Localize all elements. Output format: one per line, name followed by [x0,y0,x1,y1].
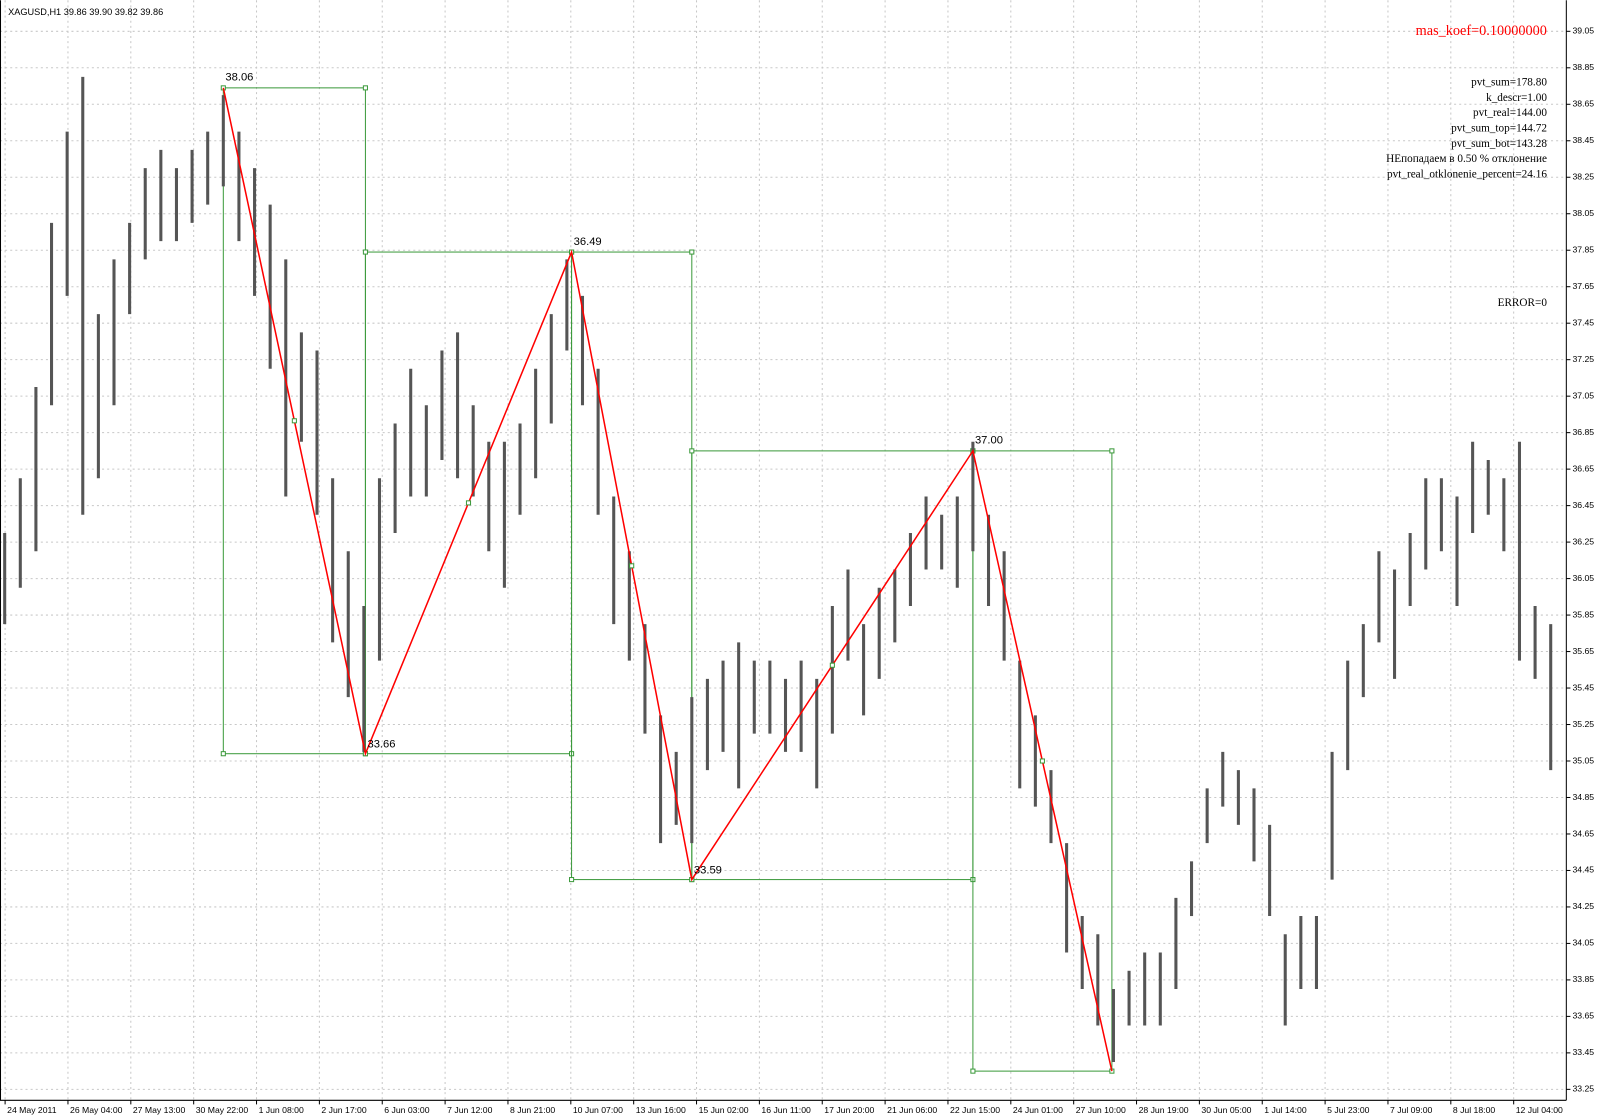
x-tick-label: 1 Jun 08:00 [259,1105,304,1115]
zigzag-handle [465,500,472,506]
x-tick-label: 7 Jun 12:00 [447,1105,492,1115]
symbol-header: XAGUSD,H1 39.86 39.90 39.82 39.86 [8,7,163,17]
y-tick-label: 38.05 [1572,208,1594,218]
y-tick-label: 35.25 [1572,719,1594,729]
x-tick-label: 30 Jun 05:00 [1201,1105,1251,1115]
box-handle [220,751,226,757]
y-tick-label: 37.85 [1572,245,1594,255]
x-tick-label: 24 Jun 01:00 [1013,1105,1063,1115]
box-handle [970,1068,976,1074]
y-tick-label: 33.65 [1572,1011,1594,1021]
y-tick-label: 37.45 [1572,317,1594,327]
y-tick-label: 36.05 [1572,573,1594,583]
x-tick-label: 13 Jun 16:00 [636,1105,686,1115]
box-handle [362,249,368,255]
x-tick-label: 1 Jul 14:00 [1264,1105,1307,1115]
box-handle [362,85,368,91]
x-tick-label: 15 Jun 02:00 [699,1105,749,1115]
y-tick-label: 36.85 [1572,427,1594,437]
y-tick-label: 34.05 [1572,938,1594,948]
y-tick-label: 33.45 [1572,1047,1594,1057]
pivot-boxes [220,85,1115,1074]
y-tick-label: 34.25 [1572,901,1594,911]
y-tick-label: 38.45 [1572,135,1594,145]
y-tick-label: 38.25 [1572,172,1594,182]
x-tick-label: 10 Jun 07:00 [573,1105,623,1115]
y-tick-label: 35.65 [1572,646,1594,656]
info-line: НЕпопадаем в 0.50 % отклонение [1386,153,1547,165]
x-tick-label: 27 Jun 10:00 [1076,1105,1126,1115]
y-tick-label: 36.45 [1572,500,1594,510]
x-tick-label: 2 Jun 17:00 [321,1105,366,1115]
info-line: pvt_sum_top=144.72 [1451,122,1547,134]
x-tick-label: 21 Jun 06:00 [887,1105,937,1115]
x-tick-label: 16 Jun 11:00 [761,1105,811,1115]
x-tick-label: 12 Jul 04:00 [1516,1105,1563,1115]
pivot-label: 36.49 [574,236,602,248]
x-tick-label: 22 Jun 15:00 [950,1105,1000,1115]
x-tick-label: 28 Jun 19:00 [1139,1105,1189,1115]
koef-label: mas_koef=0.10000000 [1416,23,1547,39]
box-handle [569,877,575,883]
y-tick-label: 36.65 [1572,463,1594,473]
y-tick-label: 38.65 [1572,99,1594,109]
box-handle [1109,448,1115,454]
y-tick-label: 33.85 [1572,974,1594,984]
y-tick-label: 36.25 [1572,536,1594,546]
y-tick-label: 38.85 [1572,62,1594,72]
x-tick-label: 27 May 13:00 [133,1105,186,1115]
info-line: pvt_sum=178.80 [1471,77,1547,89]
x-tick-label: 8 Jun 21:00 [510,1105,555,1115]
x-tick-label: 17 Jun 20:00 [824,1105,874,1115]
zigzag: 38.06 33.66 36.49 33.59 37.00 [222,72,1113,1072]
pivot-label: 38.06 [225,72,253,84]
zigzag-handle [291,418,297,424]
y-tick-label: 34.45 [1572,865,1594,875]
y-tick-label: 37.65 [1572,281,1594,291]
y-tick-label: 37.25 [1572,354,1594,364]
info-line: pvt_real_otklonenie_percent=24.16 [1387,168,1547,180]
x-tick-label: 26 May 04:00 [70,1105,123,1115]
x-tick-label: 5 Jul 23:00 [1327,1105,1370,1115]
zigzag-handle [1039,758,1045,764]
y-tick-label: 34.65 [1572,828,1594,838]
y-tick-label: 39.05 [1572,26,1594,36]
y-tick-label: 35.45 [1572,682,1594,692]
info-line: k_descr=1.00 [1486,92,1547,104]
y-tick-label: 33.25 [1572,1084,1594,1094]
y-tick-label: 35.85 [1572,609,1594,619]
y-tick-label: 34.85 [1572,792,1594,802]
x-tick-label: 7 Jul 09:00 [1390,1105,1433,1115]
y-tick-label: 35.05 [1572,755,1594,765]
y-tick-label: 37.05 [1572,390,1594,400]
zigzag-handle [629,563,635,569]
box-handle [689,249,695,255]
x-tick-label: 24 May 2011 [7,1105,57,1115]
zigzag-handle [829,662,835,668]
pivot-label: 33.59 [694,864,722,876]
annotations: pvt_sum=178.80 k_descr=1.00 pvt_real=144.0… [1386,77,1547,181]
x-tick-label: 6 Jun 03:00 [384,1105,429,1115]
pivot-label: 37.00 [975,435,1003,447]
error-label: ERROR=0 [1498,297,1548,309]
x-tick-label: 8 Jul 18:00 [1453,1105,1496,1115]
pivot-label: 33.66 [367,738,395,750]
grid [0,0,1567,1101]
info-line: pvt_real=144.00 [1473,107,1547,119]
box-handle [689,448,695,454]
info-line: pvt_sum_bot=143.28 [1451,138,1547,150]
x-tick-label: 30 May 22:00 [196,1105,249,1115]
pivot-box [972,450,1113,1072]
